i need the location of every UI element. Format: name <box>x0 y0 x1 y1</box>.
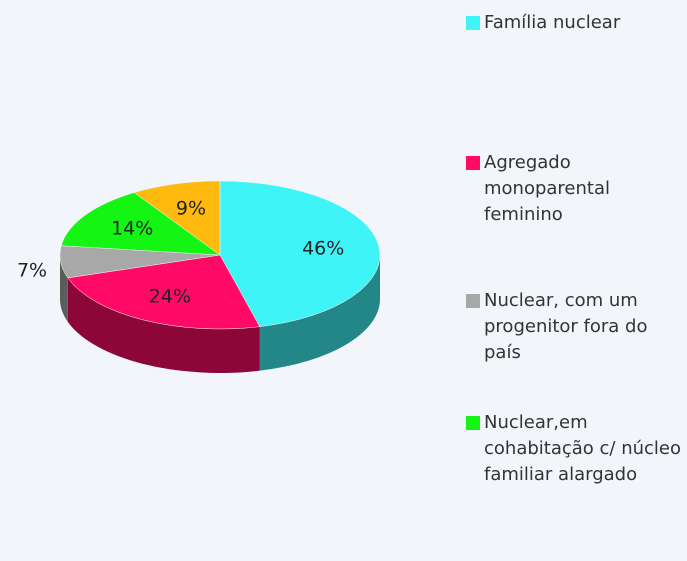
data-label: 7% <box>17 260 47 282</box>
data-label: 46% <box>302 237 344 259</box>
legend-item: Nuclear,em cohabitação c/ núcleo familia… <box>466 410 681 488</box>
legend-label: Nuclear,em cohabitação c/ núcleo familia… <box>484 412 682 485</box>
slice <box>67 254 261 330</box>
legend-swatch <box>466 294 480 308</box>
legend-swatch <box>466 156 480 170</box>
slice-side <box>60 255 68 322</box>
legend-label: Nuclear, com um progenitor fora do país <box>484 290 648 363</box>
legend-item: Agregado monoparental feminino <box>466 150 681 228</box>
legend-label: Agregado monoparental feminino <box>484 152 610 225</box>
data-label: 9% <box>176 197 206 219</box>
legend-label: Família nuclear <box>484 12 621 33</box>
legend-item: Nuclear, com um progenitor fora do país <box>466 288 681 366</box>
slice <box>219 180 381 327</box>
legend-swatch <box>466 416 480 430</box>
legend-item: Família nuclear <box>466 10 681 36</box>
data-label: 24% <box>149 286 191 308</box>
slice <box>133 180 221 256</box>
slice <box>60 192 221 256</box>
data-label: 14% <box>111 218 153 240</box>
slice-side <box>67 277 260 373</box>
legend-swatch <box>466 16 480 30</box>
pie-area: 46% 24% 7% 14% 9% <box>17 180 381 373</box>
